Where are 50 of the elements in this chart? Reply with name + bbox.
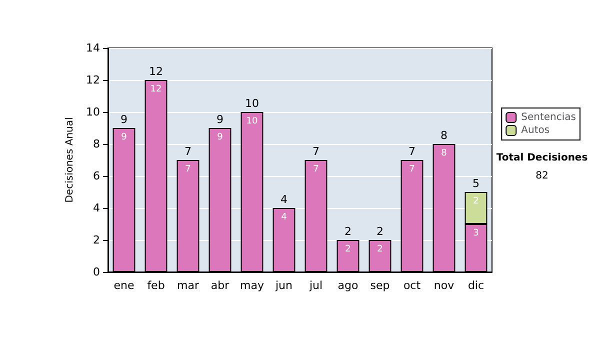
- data-label: 2: [377, 244, 383, 254]
- total-label: 2: [344, 225, 352, 238]
- data-label: 9: [217, 132, 224, 142]
- x-tick-label: ene: [114, 279, 134, 292]
- data-label: 9: [121, 132, 128, 142]
- data-label: 10: [246, 116, 258, 126]
- total-label: 8: [440, 129, 448, 142]
- x-tick-label: may: [240, 279, 264, 292]
- total-label: 7: [408, 145, 416, 158]
- text: Total Decisiones: [496, 152, 588, 164]
- legend-label: Sentencias: [521, 112, 576, 123]
- legend-label: Autos: [521, 125, 550, 136]
- x-tick-label: nov: [434, 279, 455, 292]
- x-tick-label: feb: [147, 279, 165, 292]
- x-tick-label: ago: [338, 279, 358, 292]
- y-tick-label: 8: [93, 138, 100, 150]
- total-label: 5: [472, 177, 480, 190]
- data-label: 7: [185, 164, 191, 174]
- x-tick-label: abr: [210, 279, 230, 292]
- y-tick-label: 14: [86, 42, 100, 54]
- y-tick-label: 0: [93, 266, 100, 278]
- x-tick-label: mar: [177, 279, 200, 292]
- text: 82: [536, 170, 548, 182]
- y-tick-label: 6: [93, 170, 100, 182]
- data-label: 7: [313, 164, 319, 174]
- data-label: 2: [345, 244, 351, 254]
- total-label: 4: [280, 193, 288, 206]
- data-label: 8: [441, 148, 448, 158]
- data-label: 3: [473, 228, 479, 238]
- y-tick-label: 4: [93, 202, 100, 214]
- data-label: 4: [281, 212, 288, 222]
- y-tick-label: 12: [86, 74, 100, 86]
- x-tick-label: jun: [274, 279, 293, 292]
- total-label: 7: [312, 145, 320, 158]
- total-label: 7: [184, 145, 192, 158]
- total-label: 12: [149, 65, 163, 78]
- total-label: 2: [376, 225, 384, 238]
- y-tick-label: 2: [93, 234, 100, 246]
- data-label: 7: [409, 164, 415, 174]
- x-tick-label: dic: [468, 279, 484, 292]
- x-tick-label: oct: [403, 279, 422, 292]
- data-label: 12: [150, 84, 162, 94]
- total-label: 9: [216, 113, 224, 126]
- y-tick-label: 10: [86, 106, 100, 118]
- data-label: 2: [473, 196, 479, 206]
- x-tick-label: sep: [370, 279, 390, 292]
- x-tick-label: jul: [308, 279, 323, 292]
- y-axis-title: Decisiones Anual: [64, 117, 76, 203]
- total-label: 10: [245, 97, 259, 110]
- total-label: 9: [120, 113, 128, 126]
